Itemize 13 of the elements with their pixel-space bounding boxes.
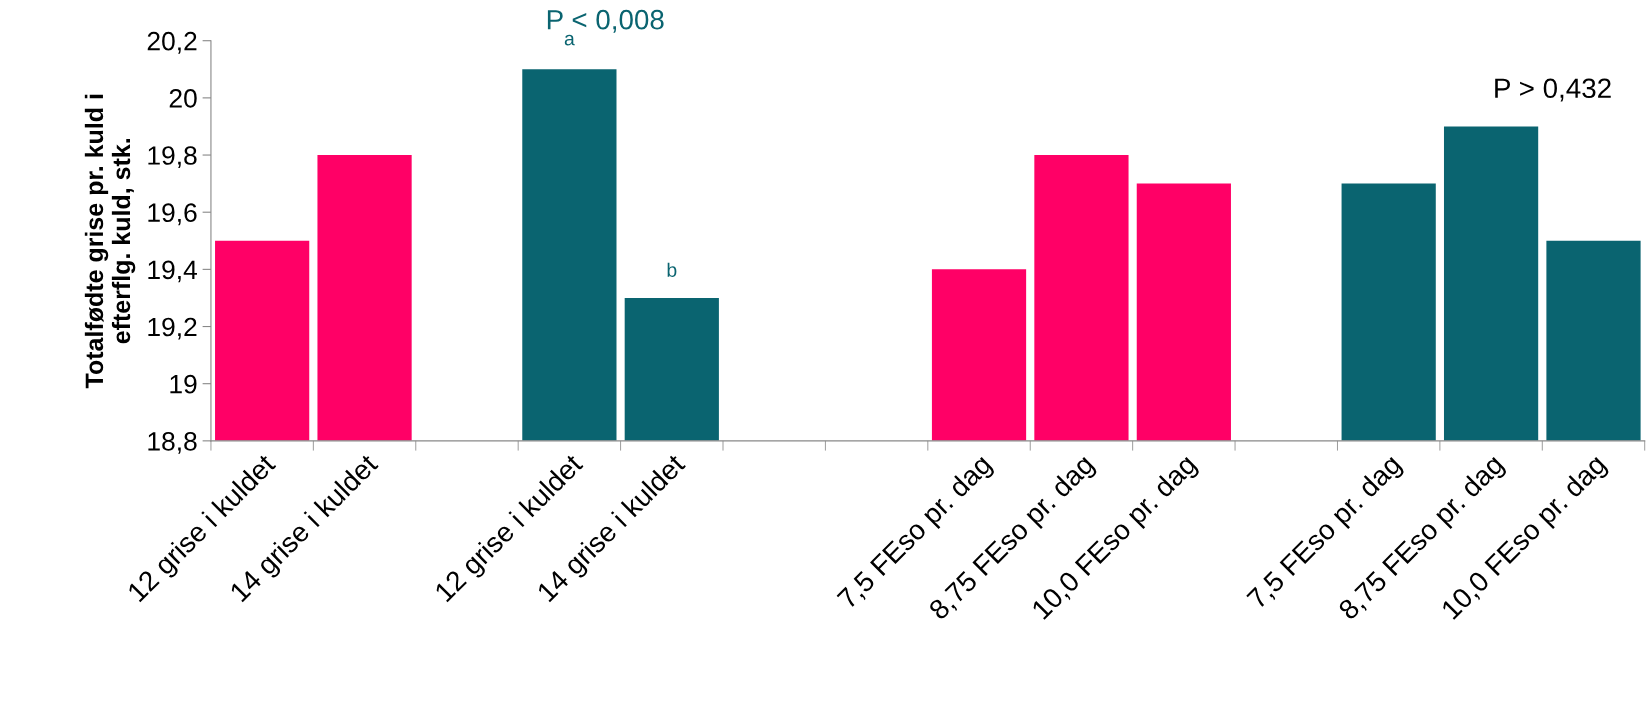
y-tick-label: 20 — [169, 89, 197, 108]
annotation: b — [667, 262, 677, 277]
y-tick-label: 18,8 — [148, 431, 197, 454]
text: P < 0,008 — [547, 9, 664, 33]
y-tick-label: 19,8 — [148, 146, 197, 168]
y-tick-label: 19,6 — [148, 203, 197, 226]
y-tick-label: 19,4 — [148, 260, 197, 283]
y-tick-label: 20,2 — [147, 31, 197, 54]
y-tick-label: 19,2 — [148, 317, 197, 340]
y-axis-title: Totalfødte grise pr. kuld i efterflg. kuld, stk. — [84, 94, 136, 389]
y-tick-label: 19 — [170, 374, 197, 394]
annotation: P > 0,432 — [1495, 78, 1611, 102]
annotation: a — [564, 34, 575, 46]
